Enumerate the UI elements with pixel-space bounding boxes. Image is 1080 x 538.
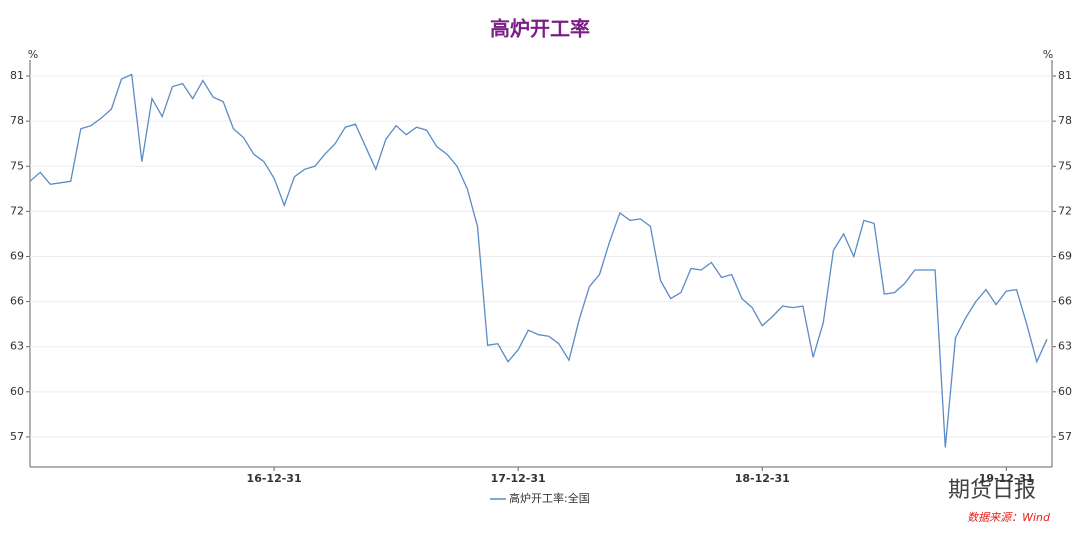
y2-tick-label: 69 <box>1058 249 1072 262</box>
watermark: 期货日报 <box>948 478 1036 503</box>
y-tick-label: 69 <box>10 249 24 262</box>
y2-unit: % <box>1043 48 1053 61</box>
legend-label: 高炉开工率:全国 <box>509 491 590 505</box>
y2-tick-label: 66 <box>1058 295 1072 308</box>
y2-tick-label: 72 <box>1058 204 1072 217</box>
y-tick-label: 78 <box>10 114 24 127</box>
y2-tick-label: 78 <box>1058 114 1072 127</box>
x-tick-label: 19-12-31 <box>979 472 1034 485</box>
y-tick-label: 63 <box>10 340 24 353</box>
x-tick-label: 16-12-31 <box>247 472 302 485</box>
series-line <box>29 73 1048 448</box>
y2-tick-label: 57 <box>1058 430 1072 443</box>
y-tick-label: 57 <box>10 430 24 443</box>
y2-tick-label: 75 <box>1058 159 1072 172</box>
y-unit: % <box>28 48 38 61</box>
y-tick-label: 81 <box>10 69 24 82</box>
y-tick-label: 66 <box>10 295 24 308</box>
y2-tick-label: 60 <box>1058 385 1072 398</box>
y-tick-label: 60 <box>10 385 24 398</box>
source: 数据来源：Wind <box>967 511 1051 524</box>
y2-tick-label: 63 <box>1058 340 1072 353</box>
y-tick-label: 75 <box>10 159 24 172</box>
y2-tick-label: 81 <box>1058 69 1072 82</box>
x-tick-label: 18-12-31 <box>735 472 790 485</box>
x-tick-label: 17-12-31 <box>491 472 546 485</box>
chart-title: 高炉开工率 <box>490 17 590 41</box>
y-tick-label: 72 <box>10 204 24 217</box>
